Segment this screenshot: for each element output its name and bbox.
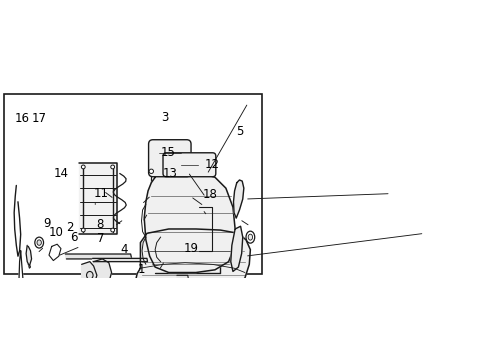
Text: 12: 12 [204, 158, 219, 171]
Text: 17: 17 [32, 112, 47, 125]
FancyBboxPatch shape [163, 153, 215, 177]
Text: 19: 19 [183, 243, 198, 256]
Polygon shape [230, 226, 242, 271]
FancyBboxPatch shape [148, 140, 191, 177]
Ellipse shape [294, 242, 298, 245]
Polygon shape [293, 208, 350, 247]
Polygon shape [92, 258, 147, 262]
Ellipse shape [81, 165, 85, 169]
Text: 14: 14 [53, 167, 68, 180]
Text: 7: 7 [97, 232, 104, 245]
Text: 6: 6 [70, 231, 78, 244]
Text: 8: 8 [96, 218, 103, 231]
Polygon shape [135, 229, 250, 300]
Ellipse shape [248, 234, 252, 240]
Ellipse shape [149, 169, 153, 174]
Ellipse shape [111, 165, 114, 169]
Polygon shape [26, 245, 32, 266]
Text: 3: 3 [161, 111, 168, 124]
Ellipse shape [35, 237, 43, 248]
Polygon shape [177, 275, 188, 282]
Text: 4: 4 [121, 243, 128, 256]
Text: 10: 10 [48, 226, 63, 239]
Ellipse shape [111, 228, 114, 232]
Text: 18: 18 [203, 188, 217, 201]
Polygon shape [81, 262, 97, 289]
Polygon shape [155, 229, 220, 273]
Polygon shape [65, 254, 131, 259]
Polygon shape [350, 211, 366, 242]
Polygon shape [14, 185, 20, 256]
Polygon shape [49, 244, 61, 261]
Polygon shape [93, 259, 111, 288]
Polygon shape [293, 248, 305, 253]
Ellipse shape [81, 228, 85, 232]
Text: 15: 15 [160, 146, 175, 159]
Ellipse shape [37, 240, 41, 245]
Ellipse shape [346, 242, 349, 245]
Polygon shape [233, 180, 244, 218]
Polygon shape [79, 163, 117, 234]
Ellipse shape [294, 211, 298, 214]
Text: 1: 1 [137, 263, 144, 276]
Text: 16: 16 [14, 112, 29, 125]
Polygon shape [144, 170, 235, 273]
Text: 11: 11 [93, 187, 108, 200]
Ellipse shape [245, 231, 254, 243]
Ellipse shape [346, 211, 349, 214]
Ellipse shape [86, 271, 93, 279]
Text: 2: 2 [66, 221, 73, 234]
Text: 9: 9 [43, 217, 50, 230]
Text: 13: 13 [162, 167, 177, 180]
Polygon shape [19, 251, 23, 311]
Text: 5: 5 [235, 125, 243, 138]
